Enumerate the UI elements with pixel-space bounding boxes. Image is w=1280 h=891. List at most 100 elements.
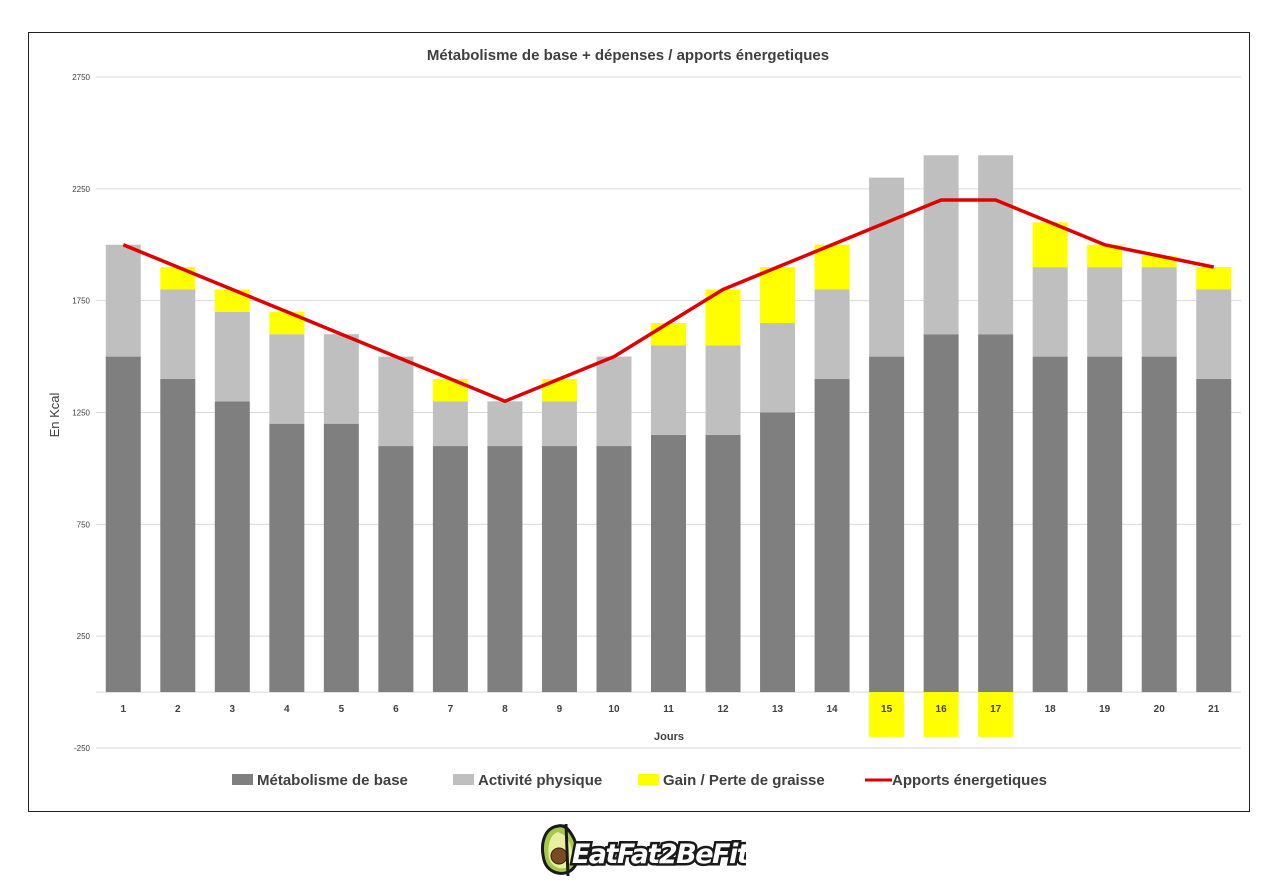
y-tick-label: 1750: [72, 297, 90, 306]
legend-swatch: [453, 774, 474, 785]
bar-segment: [1032, 222, 1068, 268]
bar-segment: [269, 334, 305, 424]
bar-segment: [978, 334, 1014, 693]
bar-segment: [160, 267, 196, 290]
bar-segment: [1032, 267, 1068, 357]
bar-segment: [269, 423, 305, 693]
bar-segment: [1196, 289, 1232, 379]
x-tick-label: 16: [936, 704, 948, 715]
bar-segment: [1141, 356, 1177, 693]
x-tick-label: 2: [175, 704, 181, 715]
legend: Métabolisme de base Activité physique Gain…: [232, 772, 1047, 789]
bar-segment: [705, 289, 741, 346]
x-tick-label: 21: [1208, 704, 1220, 715]
y-tick-labels: -250 250 750 1250 1750 2250 2750: [72, 73, 90, 753]
bars: [105, 155, 1232, 737]
y-tick-label: -250: [74, 744, 91, 753]
bar-segment: [432, 378, 468, 402]
bar-segment: [1196, 378, 1232, 693]
bar-segment: [651, 434, 686, 693]
bar-segment: [814, 378, 850, 693]
bar-segment: [323, 334, 359, 424]
legend-swatch: [232, 774, 253, 785]
x-tick-label: 7: [448, 704, 454, 715]
y-tick-label: 1250: [72, 409, 90, 418]
bar-segment: [1087, 267, 1123, 357]
bar-segment: [923, 155, 959, 335]
bar-segment: [1032, 356, 1068, 693]
bar-segment: [1087, 244, 1123, 268]
bar-segment: [814, 289, 850, 379]
bar-segment: [651, 323, 686, 346]
bar-segment: [1087, 356, 1123, 693]
bar-segment: [160, 378, 196, 693]
x-tick-label: 17: [990, 704, 1002, 715]
x-tick-label: 19: [1099, 704, 1111, 715]
bar-segment: [378, 446, 414, 693]
x-tick-label: 6: [393, 704, 399, 715]
bar-segment: [596, 356, 632, 447]
bar-segment: [705, 345, 741, 435]
bar-segment: [869, 177, 905, 357]
bar-segment: [1141, 255, 1177, 268]
bar-segment: [214, 311, 250, 402]
x-tick-label: 5: [339, 704, 345, 715]
legend-label: Apports énergetiques: [892, 772, 1047, 789]
bar-segment: [596, 446, 632, 693]
y-axis-label: En Kcal: [47, 392, 62, 437]
bar-segment: [978, 692, 1014, 737]
bar-segment: [978, 155, 1014, 335]
bar-segment: [760, 267, 796, 324]
bar-segment: [432, 446, 468, 693]
x-tick-label: 1: [120, 704, 126, 715]
y-tick-label: 750: [77, 520, 91, 529]
y-tick-label: 250: [77, 632, 91, 641]
x-tick-label: 8: [502, 704, 508, 715]
bar-segment: [651, 345, 686, 435]
x-tick-label: 15: [881, 704, 893, 715]
legend-label: Activité physique: [478, 772, 602, 789]
bar-segment: [541, 446, 577, 693]
bar-segment: [869, 692, 905, 737]
bar-segment: [1196, 267, 1232, 290]
avocado-icon: [541, 823, 580, 877]
chart-title: Métabolisme de base + dépenses / apports…: [427, 47, 829, 64]
x-tick-label: 12: [717, 704, 729, 715]
x-tick-label: 11: [663, 704, 674, 715]
bar-segment: [760, 323, 796, 413]
svg-text:EatFat2BeFit: EatFat2BeFit: [572, 839, 746, 870]
bar-segment: [705, 434, 741, 693]
bar-segment: [1141, 267, 1177, 357]
chart-frame: Métabolisme de base + dépenses / apports…: [28, 32, 1250, 812]
x-tick-label: 10: [608, 704, 620, 715]
bar-segment: [487, 401, 523, 447]
bar-segment: [160, 289, 196, 379]
bar-segment: [869, 356, 905, 693]
logo-wordmark: EatFat2BeFit: [569, 837, 746, 873]
x-tick-label: 20: [1154, 704, 1166, 715]
bar-segment: [923, 692, 959, 737]
bar-segment: [432, 401, 468, 447]
legend-label: Gain / Perte de graisse: [663, 772, 825, 789]
bar-segment: [814, 244, 850, 290]
legend-swatch: [638, 774, 659, 785]
bar-segment: [214, 401, 250, 693]
bar-segment: [378, 356, 414, 447]
x-tick-label: 13: [772, 704, 784, 715]
bar-segment: [487, 446, 523, 693]
x-tick-labels: 1 2 3 4 5 6 7 8 9 10 11 12 13 14 15 16 17 18 19 20 21: [120, 704, 1219, 715]
y-tick-label: 2250: [72, 185, 90, 194]
x-axis-label: Jours: [654, 731, 684, 743]
x-tick-label: 3: [230, 704, 236, 715]
legend-label: Métabolisme de base: [257, 772, 408, 789]
x-tick-label: 4: [284, 704, 290, 715]
bar-segment: [923, 334, 959, 693]
x-tick-label: 9: [557, 704, 563, 715]
bar-segment: [105, 356, 141, 693]
x-tick-label: 14: [827, 704, 839, 715]
bar-segment: [760, 412, 796, 693]
bar-segment: [541, 378, 577, 402]
bar-segment: [214, 289, 250, 312]
intake-line: [122, 198, 1215, 404]
series-line-apports: [122, 198, 1215, 404]
